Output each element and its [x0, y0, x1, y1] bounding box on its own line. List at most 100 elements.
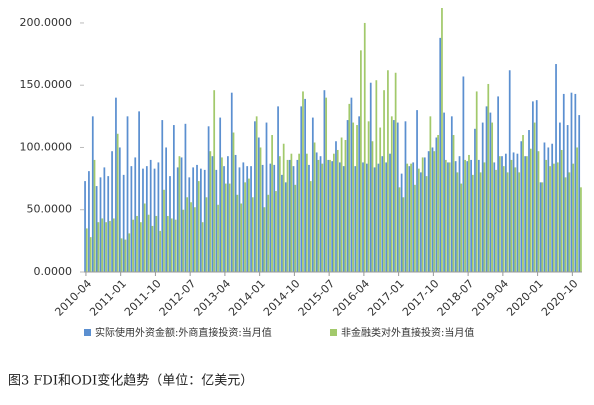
bar: [261, 164, 264, 272]
bar: [84, 181, 86, 272]
x-tick-label: 2017-10: [400, 277, 442, 319]
bar: [194, 207, 196, 272]
bar: [576, 147, 578, 272]
bar: [423, 157, 426, 272]
bar: [302, 91, 304, 272]
bar: [227, 156, 229, 272]
x-tick-label: 2015-07: [296, 277, 338, 319]
x-tick-label: 2014-10: [261, 277, 303, 319]
bar: [174, 219, 177, 272]
bar: [529, 148, 532, 272]
bar: [138, 111, 140, 272]
bar: [389, 153, 391, 272]
bar: [176, 167, 179, 272]
bar: [350, 97, 353, 273]
legend-label: 非金融类对外直接投资:当月值: [341, 326, 474, 339]
bar: [568, 172, 571, 272]
bar: [254, 121, 256, 272]
bar: [317, 159, 320, 272]
bar: [537, 151, 540, 272]
bar: [443, 112, 445, 272]
bar: [425, 176, 428, 272]
bar: [578, 115, 581, 273]
bar: [452, 135, 455, 272]
bar: [305, 153, 308, 272]
bar: [396, 122, 399, 272]
bar: [197, 181, 200, 272]
x-tick-label: 2020-10: [539, 277, 581, 319]
bar: [145, 166, 148, 272]
bar: [124, 239, 127, 272]
bar: [149, 159, 152, 272]
bar: [186, 197, 189, 272]
bar: [528, 130, 530, 272]
bar: [228, 183, 231, 272]
bar: [485, 106, 488, 273]
x-tick-label: 2018-07: [435, 277, 477, 319]
y-tick-label: 200.0000: [20, 16, 73, 29]
bar: [518, 172, 521, 272]
bar: [466, 161, 469, 272]
bar: [435, 137, 438, 272]
bar: [470, 159, 472, 272]
bar: [259, 147, 262, 272]
bar: [139, 222, 142, 272]
bar: [232, 132, 235, 272]
bar: [448, 162, 451, 272]
legend-label: 实际使用外资金额:外商直接投资:当月值: [95, 326, 272, 339]
bar: [184, 123, 187, 273]
bar: [346, 120, 349, 272]
bar: [524, 156, 527, 272]
bar: [278, 156, 281, 272]
bar: [178, 156, 181, 272]
x-tick-label: 2014-01: [226, 277, 268, 319]
bar: [516, 153, 519, 272]
bar: [315, 152, 318, 272]
y-tick-label: 150.0000: [20, 78, 73, 91]
bar: [406, 163, 409, 272]
bar: [338, 162, 341, 272]
y-tick-label: 0.0000: [34, 265, 73, 278]
bar: [304, 98, 306, 272]
bar: [539, 182, 542, 272]
bar: [273, 164, 276, 272]
bar: [103, 167, 106, 272]
bar: [360, 50, 362, 272]
bar: [313, 142, 316, 272]
bar: [132, 219, 134, 272]
bar: [487, 83, 490, 272]
bar: [118, 147, 121, 272]
bar: [329, 159, 331, 272]
bar: [366, 163, 368, 272]
bar: [385, 162, 388, 272]
bar: [207, 126, 210, 273]
legend-swatch: [330, 329, 337, 336]
bar: [93, 159, 96, 272]
bar: [281, 174, 283, 272]
bar: [458, 156, 461, 272]
bar: [547, 147, 550, 272]
bar: [417, 168, 420, 272]
bar: [444, 159, 447, 272]
bar: [526, 156, 528, 272]
bar: [460, 183, 463, 272]
bar: [223, 166, 225, 272]
bar: [512, 152, 515, 272]
bar: [356, 125, 358, 272]
bar: [122, 174, 125, 272]
bar: [263, 207, 266, 272]
bar: [495, 169, 497, 272]
bar: [196, 164, 198, 272]
bar: [481, 122, 484, 272]
bar: [489, 112, 492, 272]
bar: [429, 116, 432, 272]
bar: [169, 176, 171, 272]
x-tick-label: 2019-04: [469, 277, 511, 319]
bar: [296, 159, 299, 272]
bar: [427, 151, 430, 272]
bar: [479, 172, 482, 272]
bar: [371, 141, 374, 272]
bar: [85, 228, 88, 272]
bar: [192, 167, 195, 272]
